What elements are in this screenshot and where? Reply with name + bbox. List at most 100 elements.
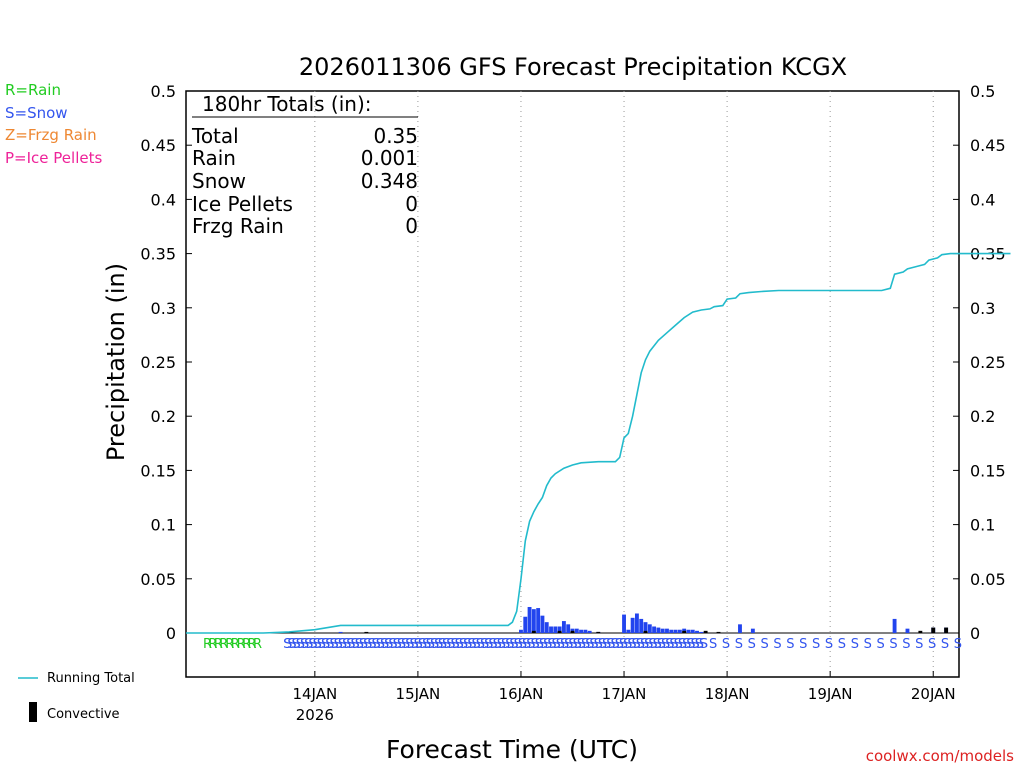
y-tick-label-left: 0 bbox=[166, 624, 176, 643]
x-year-label: 2026 bbox=[296, 706, 334, 724]
y-tick-label-right: 0.05 bbox=[970, 570, 1006, 589]
legend-snow-label: S=Snow bbox=[5, 104, 68, 122]
y-axis-left: 0.5 0.45 0.4 0.35 0.3 0.25 0.2 0.15 0.1 0.05 0 bbox=[140, 82, 192, 643]
y-tick-label-left: 0.35 bbox=[140, 245, 176, 264]
snow-bar bbox=[665, 628, 669, 633]
snow-bar bbox=[531, 609, 536, 633]
convective-bar bbox=[918, 630, 923, 633]
snow-bar bbox=[579, 629, 584, 633]
snow-bar bbox=[553, 626, 558, 633]
snow-bar bbox=[660, 628, 665, 633]
snow-bars bbox=[338, 606, 949, 633]
totals-value-rain: 0.001 bbox=[361, 146, 418, 170]
running-total-legend-label: Running Total bbox=[47, 671, 135, 686]
convective-bar bbox=[716, 631, 721, 633]
x-tick-label: 16JAN bbox=[499, 685, 544, 703]
totals-label-ice-pellets: Ice Pellets bbox=[192, 192, 293, 216]
snow-bar bbox=[574, 628, 579, 633]
snow-bar bbox=[892, 618, 897, 633]
y-axis-right: 0.50.450.40.350.30.250.20.150.10.050 bbox=[953, 82, 1006, 643]
rain-type-strip: RRRR RR RRRR bbox=[203, 637, 262, 652]
convective-bar bbox=[944, 627, 949, 633]
convective-bar bbox=[682, 630, 687, 633]
y-tick-label-right: 0.4 bbox=[970, 190, 995, 209]
x-axis: 14JAN 2026 15JAN 16JAN 17JAN 18JAN 19JAN 20JAN bbox=[292, 671, 956, 724]
convective-legend-swatch bbox=[29, 702, 37, 722]
snow-bar bbox=[338, 631, 343, 633]
y-tick-label-right: 0.45 bbox=[970, 136, 1006, 155]
convective-bar bbox=[364, 631, 369, 633]
snow-bar bbox=[519, 629, 523, 633]
snow-bar bbox=[622, 614, 626, 633]
chart-title: 2026011306 GFS Forecast Precipitation KC… bbox=[299, 53, 847, 81]
totals-label-rain: Rain bbox=[192, 146, 236, 170]
credit-label: coolwx.com/models bbox=[866, 747, 1014, 765]
snow-bar bbox=[626, 629, 631, 633]
snow-bar bbox=[905, 628, 910, 633]
snow-bar bbox=[647, 624, 652, 633]
snow-bar bbox=[695, 630, 699, 633]
snow-type-strip-dense: SSSSSSSSSSSSSSSSSSSSSSSSSSSSSSSSSS SSS S… bbox=[283, 637, 708, 652]
y-tick-label-left: 0.25 bbox=[140, 353, 176, 372]
snow-bar bbox=[750, 628, 755, 633]
snow-bar bbox=[549, 626, 553, 633]
y-tick-label-left: 0.5 bbox=[151, 82, 176, 101]
totals-heading: 180hr Totals (in): bbox=[202, 92, 372, 116]
totals-value-ice-pellets: 0 bbox=[405, 192, 418, 216]
x-tick-label: 17JAN bbox=[602, 685, 647, 703]
y-tick-label-right: 0.5 bbox=[970, 82, 995, 101]
y-tick-label-left: 0.15 bbox=[140, 461, 176, 480]
totals-label-snow: Snow bbox=[192, 169, 246, 193]
convective-bar bbox=[703, 630, 708, 633]
snow-bar bbox=[544, 622, 549, 633]
convective-bar bbox=[596, 631, 601, 633]
convective-bars bbox=[364, 627, 949, 633]
snow-bar bbox=[536, 608, 541, 633]
y-tick-label-right: 0.2 bbox=[970, 407, 995, 426]
totals-label-frzg-rain: Frzg Rain bbox=[192, 214, 284, 238]
legend-frzg-rain-label: Z=Frzg Rain bbox=[5, 126, 97, 144]
y-axis-label: Precipitation (in) bbox=[102, 263, 130, 461]
snow-bar bbox=[673, 629, 678, 633]
snow-bar bbox=[738, 624, 742, 633]
snow-type-strip-sparse: S S S S S S S S S S S S S S S S S S S S bbox=[709, 637, 962, 652]
snow-bar bbox=[557, 626, 562, 633]
series-legend: Running Total Convective bbox=[18, 671, 135, 722]
snow-bar bbox=[643, 622, 648, 633]
y-tick-label-left: 0.1 bbox=[151, 516, 176, 535]
legend-ice-pellets-label: P=Ice Pellets bbox=[5, 149, 102, 167]
snow-bar bbox=[630, 617, 635, 633]
y-tick-label-right: 0.25 bbox=[970, 353, 1006, 372]
totals-label-total: Total bbox=[191, 124, 239, 148]
precip-type-strip: RRRR RR RRRR SSSSSSSSSSSSSSSSSSSSSSSSSSS… bbox=[203, 637, 962, 652]
snow-bar bbox=[669, 629, 674, 633]
convective-bar bbox=[531, 630, 536, 633]
y-tick-label-right: 0.1 bbox=[970, 516, 995, 535]
convective-bar bbox=[931, 627, 936, 633]
snow-bar bbox=[686, 629, 691, 633]
x-axis-label: Forecast Time (UTC) bbox=[386, 735, 638, 764]
snow-bar bbox=[540, 615, 545, 633]
convective-bar bbox=[643, 630, 648, 633]
snow-bar bbox=[527, 606, 532, 633]
snow-bar bbox=[690, 629, 695, 633]
y-tick-label-left: 0.2 bbox=[151, 407, 176, 426]
snow-bar bbox=[587, 630, 592, 633]
x-tick-label: 19JAN bbox=[808, 685, 853, 703]
totals-value-total: 0.35 bbox=[373, 124, 418, 148]
snow-bar bbox=[639, 618, 644, 633]
x-tick-label: 14JAN bbox=[292, 685, 337, 703]
convective-bar bbox=[570, 630, 575, 633]
y-tick-label-right: 0 bbox=[970, 624, 980, 643]
snow-bar bbox=[561, 621, 566, 633]
y-tick-label-left: 0.05 bbox=[140, 570, 176, 589]
y-tick-label-left: 0.3 bbox=[151, 299, 176, 318]
y-tick-label-right: 0.15 bbox=[970, 461, 1006, 480]
plot-frame bbox=[185, 90, 960, 678]
legend-rain-label: R=Rain bbox=[5, 81, 61, 99]
running-total-line bbox=[186, 252, 1011, 634]
snow-bar bbox=[656, 627, 661, 633]
snow-bar bbox=[583, 629, 588, 633]
y-tick-label-left: 0.45 bbox=[140, 136, 176, 155]
y-tick-label-right: 0.3 bbox=[970, 299, 995, 318]
